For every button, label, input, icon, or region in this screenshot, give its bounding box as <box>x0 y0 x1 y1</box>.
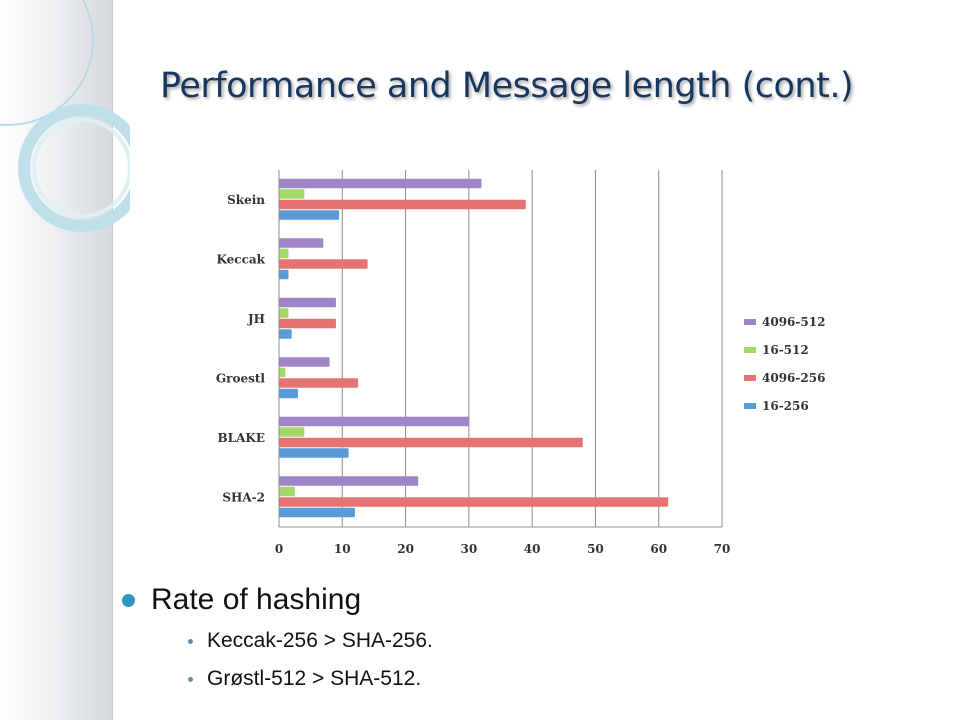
legend-entry: 4096-256 <box>762 371 825 385</box>
bar-4096-512 <box>279 297 336 308</box>
legend-swatch <box>744 375 756 381</box>
x-tick-label: 20 <box>397 542 414 556</box>
sub-bullet-item: Grøstl-512 > SHA-512. <box>188 660 822 698</box>
legend-swatch <box>744 403 756 409</box>
x-tick-label: 30 <box>461 542 478 556</box>
category-label: JH <box>247 312 265 326</box>
bar-4096-256 <box>279 259 368 269</box>
x-tick-label: 40 <box>524 542 541 556</box>
category-label: BLAKE <box>218 431 265 445</box>
bar-4096-512 <box>279 416 469 427</box>
slide-title: Performance and Message length (cont.) <box>160 66 854 106</box>
bar-4096-512 <box>279 178 482 189</box>
bullet-dot-icon <box>122 593 135 607</box>
legend-entry: 16-256 <box>762 399 809 413</box>
bar-16-512 <box>279 189 305 199</box>
bar-4096-256 <box>279 437 583 448</box>
bar-4096-256 <box>279 318 336 329</box>
category-label: Keccak <box>216 252 265 266</box>
bar-16-256 <box>279 448 349 458</box>
legend-entry: 16-512 <box>762 343 809 357</box>
x-tick-label: 0 <box>275 542 283 556</box>
chart-axes: 0 10 20 30 40 50 60 70 Skein Keccak JH Groestl BLAKE… <box>216 170 730 556</box>
sub-bullet-marker-icon <box>188 676 193 682</box>
bar-16-512 <box>279 248 289 259</box>
x-tick-label: 50 <box>587 542 604 556</box>
bar-4096-256 <box>279 199 526 210</box>
legend-swatch <box>744 319 756 325</box>
bar-4096-512 <box>279 238 324 248</box>
bar-4096-512 <box>279 476 419 486</box>
x-tick-label: 10 <box>334 542 351 556</box>
decorative-rings <box>0 0 130 232</box>
bar-16-512 <box>279 367 286 378</box>
bar-16-512 <box>279 427 305 437</box>
bar-16-256 <box>279 388 298 399</box>
bar-4096-256 <box>279 378 359 388</box>
chart-gridlines <box>278 170 723 527</box>
x-tick-label: 60 <box>650 542 667 556</box>
sub-bullet-list: Keccak-256 > SHA-256. Grøstl-512 > SHA-5… <box>188 622 822 698</box>
category-label: SHA-2 <box>222 490 265 504</box>
bar-4096-256 <box>279 497 669 507</box>
sub-bullet-text: Grøstl-512 > SHA-512. <box>207 667 422 690</box>
chart-bars <box>279 178 669 518</box>
legend-swatch <box>744 347 756 353</box>
bar-16-256 <box>279 329 292 339</box>
bar-16-512 <box>279 486 295 497</box>
x-tick-label: 70 <box>714 542 731 556</box>
bullet-list: Rate of hashing Keccak-256 > SHA-256. Gr… <box>122 578 822 698</box>
bar-16-256 <box>279 269 289 280</box>
main-bullet-text: Rate of hashing <box>151 583 362 616</box>
bar-16-512 <box>279 308 289 318</box>
deco-ring-outer <box>0 0 94 126</box>
deco-ring-thick <box>18 104 130 232</box>
bar-4096-512 <box>279 357 330 367</box>
sub-bullet-text: Keccak-256 > SHA-256. <box>207 629 433 652</box>
sub-bullet-marker-icon <box>188 638 193 644</box>
legend-entry: 4096-512 <box>762 315 825 329</box>
main-bullet: Rate of hashing <box>122 578 822 622</box>
chart-legend: 4096-512 16-512 4096-256 16-256 <box>744 315 825 413</box>
bar-16-256 <box>279 507 355 518</box>
bar-16-256 <box>279 210 340 220</box>
deco-ring-inner <box>32 118 130 218</box>
category-label: Groestl <box>216 371 266 385</box>
category-label: Skein <box>227 193 265 207</box>
sub-bullet-item: Keccak-256 > SHA-256. <box>188 622 822 660</box>
